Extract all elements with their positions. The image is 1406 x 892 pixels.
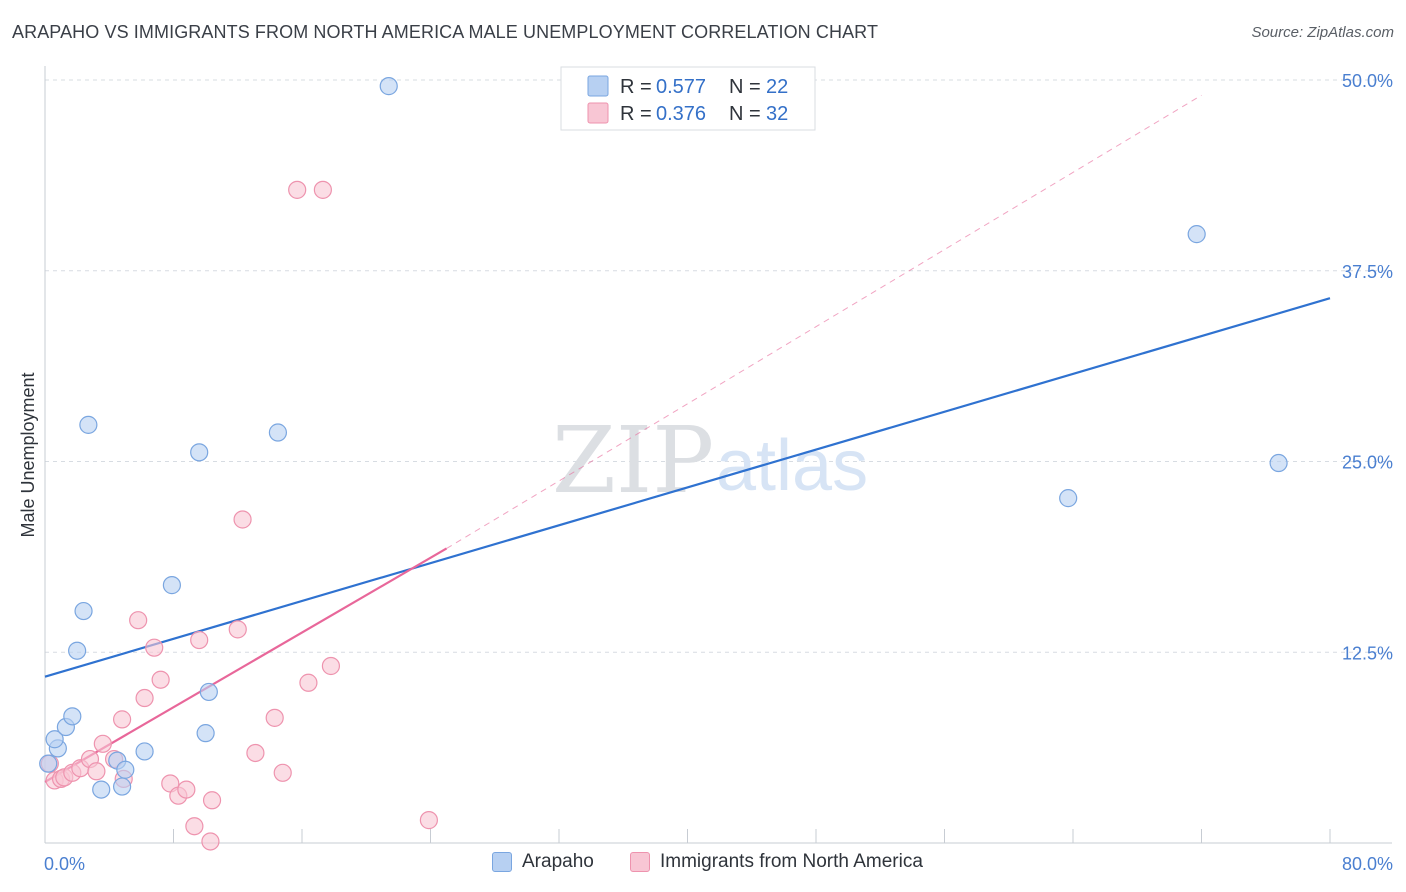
point-arapaho (268, 423, 288, 442)
point-immigrants (246, 743, 265, 763)
point-immigrants (93, 734, 112, 753)
x-tick-label-min: 0.0% (44, 854, 85, 874)
point-immigrants (273, 763, 292, 782)
point-arapaho (135, 742, 154, 761)
y-tick-label: 37.5% (1342, 262, 1393, 282)
legend-n-label: N = (729, 76, 761, 98)
y-tick-label: 25.0% (1342, 453, 1393, 473)
point-arapaho (162, 576, 181, 595)
point-arapaho (112, 777, 132, 796)
legend-swatch (587, 102, 609, 124)
source-label[interactable]: Source: ZipAtlas.com (1251, 24, 1394, 41)
point-immigrants (201, 832, 220, 851)
point-arapaho (196, 724, 215, 743)
legend: R = 0.577 N = 22 R = 0.376 N = 32 (560, 66, 816, 131)
point-immigrants (265, 708, 284, 727)
tick-labels: 12.5% 25.0% 37.5% 50.0% 0.0% 80.0% Male Unempl… (18, 71, 1393, 874)
point-arapaho (1059, 489, 1078, 508)
point-arapaho (63, 707, 82, 726)
point-immigrants (190, 630, 209, 650)
legend-swatch-arapaho (492, 852, 512, 872)
point-immigrants (288, 180, 307, 199)
data-points (39, 77, 1288, 851)
y-tick-label: 50.0% (1342, 71, 1393, 91)
point-immigrants (233, 510, 252, 529)
legend-label-arapaho: Arapaho (522, 851, 594, 872)
point-arapaho (1269, 453, 1288, 473)
trendline-arapaho (44, 297, 1331, 678)
point-immigrants (321, 656, 341, 676)
trendline-immigrants-extended (446, 94, 1202, 549)
watermark-zip: ZIP (552, 407, 714, 514)
point-arapaho (92, 780, 111, 799)
point-immigrants (129, 611, 148, 630)
point-arapaho (45, 730, 64, 749)
point-immigrants (313, 180, 332, 199)
legend-swatch-immigrants (630, 852, 650, 872)
point-arapaho (74, 601, 93, 621)
point-arapaho (1187, 225, 1206, 244)
trendlines (44, 94, 1331, 783)
y-axis-label: Male Unemployment (18, 372, 38, 537)
point-immigrants (135, 688, 154, 708)
gridlines (45, 79, 1392, 653)
bottom-legend: Arapaho Immigrants from North America (0, 851, 1406, 879)
point-immigrants (177, 780, 196, 799)
chart-title: ARAPAHO VS IMMIGRANTS FROM NORTH AMERICA… (12, 22, 879, 42)
legend-r-label: R = (620, 103, 652, 125)
legend-swatch (587, 75, 609, 97)
x-tick-label-max: 80.0% (1342, 854, 1393, 874)
trendline-immigrants (44, 547, 448, 783)
point-arapaho (79, 415, 98, 434)
legend-r-value: 0.376 (656, 103, 706, 125)
watermark: ZIP atlas (552, 407, 868, 514)
point-immigrants (145, 638, 164, 657)
y-tick-label: 12.5% (1342, 643, 1393, 663)
point-immigrants (228, 620, 247, 639)
point-arapaho (199, 682, 218, 702)
legend-n-value: 32 (766, 103, 788, 125)
legend-r-value: 0.577 (656, 76, 706, 98)
bottom-legend-item-immigrants[interactable]: Immigrants from North America (630, 851, 923, 873)
point-arapaho (190, 443, 209, 462)
point-immigrants (419, 811, 438, 830)
point-arapaho (379, 77, 398, 96)
legend-r-label: R = (620, 76, 652, 98)
legend-label-immigrants: Immigrants from North America (660, 851, 923, 872)
point-immigrants (151, 670, 170, 689)
point-immigrants (202, 791, 222, 810)
point-arapaho (116, 760, 135, 779)
point-immigrants (299, 673, 318, 692)
point-arapaho (39, 754, 58, 773)
bottom-legend-item-arapaho[interactable]: Arapaho (492, 851, 594, 873)
legend-n-label: N = (729, 103, 761, 125)
point-immigrants (87, 762, 106, 781)
watermark-atlas: atlas (716, 426, 868, 506)
point-arapaho (68, 641, 87, 660)
axes (44, 66, 1392, 844)
point-immigrants (112, 710, 132, 729)
legend-n-value: 22 (766, 76, 788, 98)
point-immigrants (185, 817, 204, 836)
